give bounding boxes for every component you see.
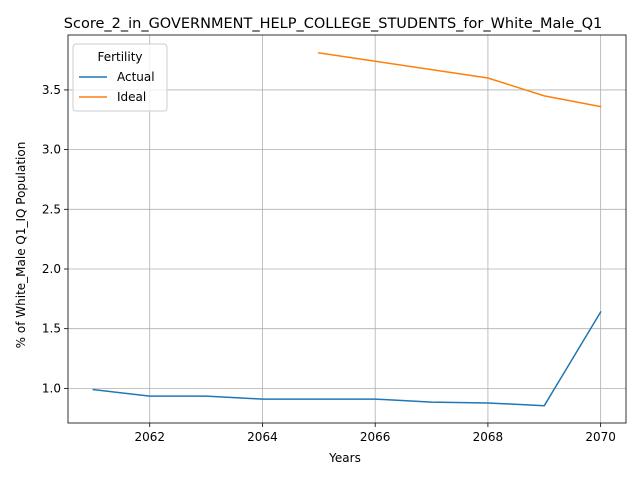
legend-box bbox=[72, 43, 168, 112]
y-tick-label: 3.0 bbox=[42, 143, 61, 157]
legend-label-actual: Actual bbox=[117, 70, 155, 84]
x-tick-label: 2064 bbox=[247, 430, 278, 444]
x-tick-label: 2062 bbox=[134, 430, 165, 444]
legend-label-ideal: Ideal bbox=[117, 90, 146, 104]
legend: Fertility Actual Ideal bbox=[72, 43, 168, 112]
series-lines bbox=[92, 52, 602, 407]
y-tick-label: 2.5 bbox=[42, 202, 61, 216]
series-line-ideal bbox=[317, 52, 602, 108]
plot-frame bbox=[67, 34, 627, 424]
series-line-actual bbox=[92, 310, 602, 407]
y-tick-label: 1.0 bbox=[42, 381, 61, 395]
y-tick-label: 3.5 bbox=[42, 83, 61, 97]
x-tick-label: 2070 bbox=[585, 430, 616, 444]
y-axis-label: % of White_Male Q1_IQ Population bbox=[14, 142, 28, 349]
y-tick-label: 1.5 bbox=[42, 322, 61, 336]
x-axis-ticks: 2062 2064 2066 2068 2070 bbox=[134, 423, 616, 444]
y-tick-label: 2.0 bbox=[42, 262, 61, 276]
x-axis-label: Years bbox=[328, 451, 361, 465]
y-axis-ticks: 1.0 1.5 2.0 2.5 3.0 3.5 bbox=[42, 83, 68, 395]
x-tick-label: 2066 bbox=[360, 430, 391, 444]
chart-title: Score_2_in_GOVERNMENT_HELP_COLLEGE_STUDE… bbox=[64, 16, 602, 32]
x-tick-label: 2068 bbox=[473, 430, 504, 444]
legend-title: Fertility bbox=[97, 50, 142, 64]
